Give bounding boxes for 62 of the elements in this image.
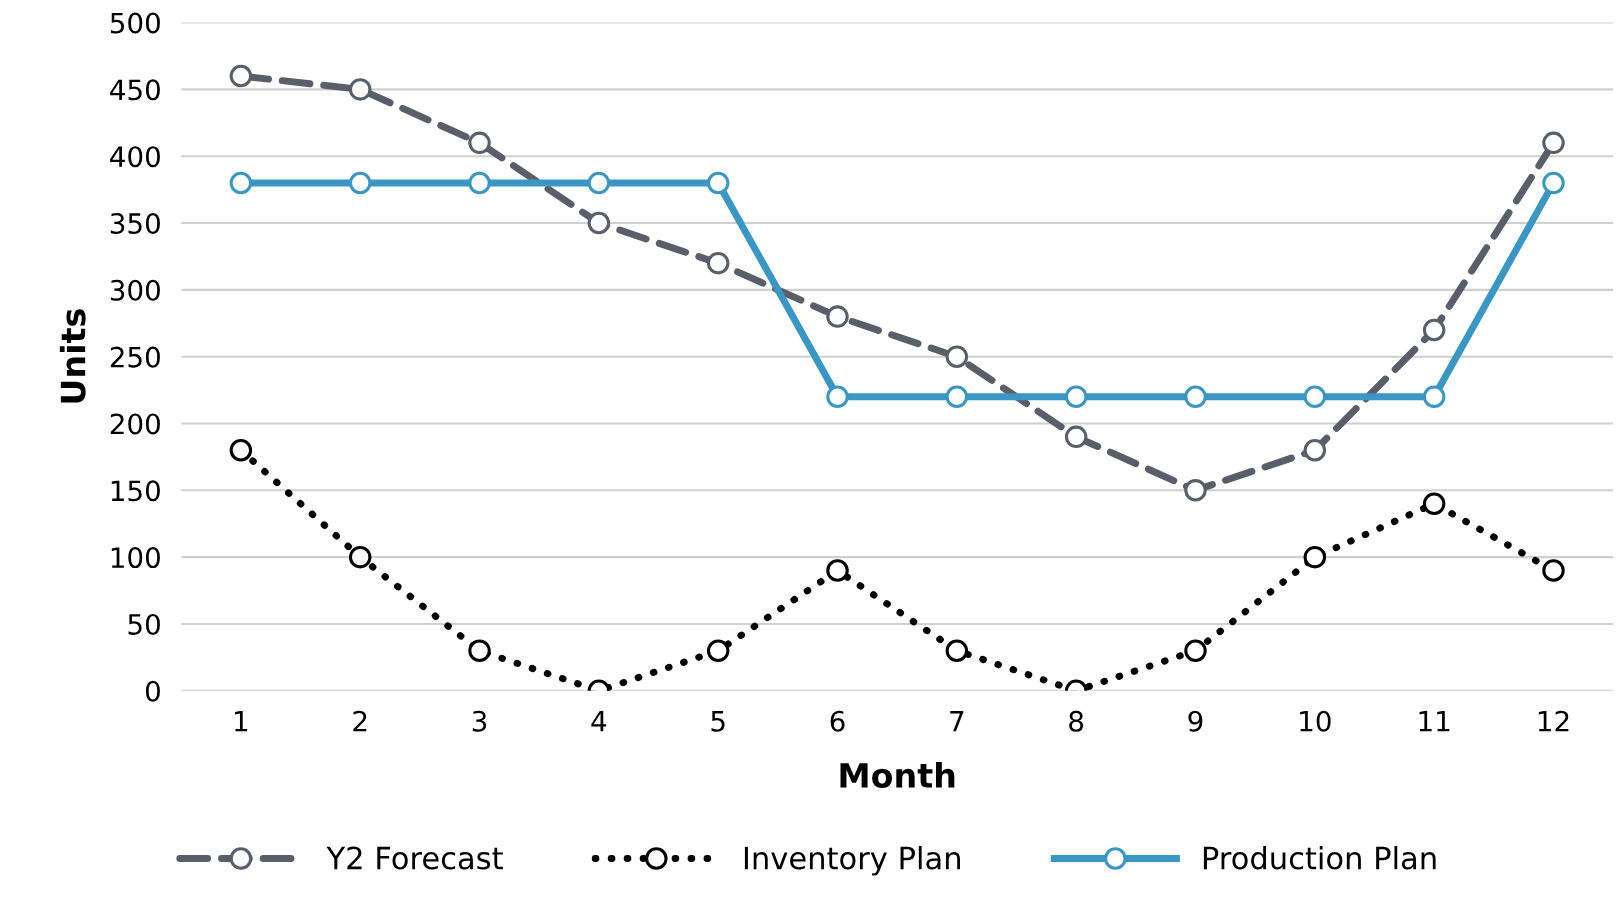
point: [1184, 479, 1207, 502]
point: [468, 131, 491, 155]
x-tick-label: 1: [235, 711, 248, 732]
y-tick-label: 50: [128, 613, 160, 635]
point: [706, 639, 730, 662]
point: [587, 211, 611, 235]
point: [1542, 559, 1565, 582]
x-tick-label: 5: [711, 711, 725, 732]
x-tick-label: 8: [1069, 710, 1084, 732]
x-tick-label: 12: [1538, 710, 1569, 732]
point: [1184, 639, 1207, 662]
x-tick-label: 10: [1300, 710, 1331, 732]
y-axis-title: Units: [59, 309, 86, 403]
point: [1064, 425, 1088, 449]
y-tick-label: 100: [111, 547, 160, 569]
x-tick-label: 9: [1188, 710, 1203, 732]
point: [1542, 131, 1565, 155]
point: [706, 171, 730, 195]
y-tick-label: 200: [110, 413, 160, 435]
y-tick-label: 350: [110, 212, 160, 234]
x-tick-label: 6: [830, 710, 845, 732]
point: [348, 171, 372, 195]
point: [1303, 438, 1327, 462]
x-tick-label: 4: [591, 711, 607, 732]
point: [1303, 385, 1327, 409]
x-tick-label: 3: [472, 710, 487, 732]
y-tick-label: 150: [111, 480, 160, 502]
x-tick-label: 7: [950, 711, 964, 732]
y-tick-label: 0: [145, 680, 160, 702]
point: [826, 305, 849, 328]
legend-label: Y2 Forecast: [326, 846, 503, 870]
point: [826, 385, 849, 409]
point: [1422, 385, 1446, 409]
point: [826, 559, 849, 582]
point: [1184, 385, 1207, 409]
y-tick-label: 400: [110, 146, 160, 168]
point: [706, 251, 730, 275]
point: [1542, 171, 1565, 195]
point: [945, 385, 969, 409]
point: [468, 639, 491, 662]
point: [468, 171, 491, 195]
point: [945, 639, 969, 662]
legend-label: Production Plan: [1203, 845, 1436, 870]
point: [1422, 318, 1446, 342]
point: [348, 545, 372, 569]
point: [1064, 385, 1088, 409]
point: [1303, 545, 1327, 569]
x-tick-label: 2: [353, 710, 367, 732]
x-tick-label: 11: [1419, 711, 1450, 732]
point: [587, 171, 611, 195]
y-tick-label: 250: [110, 346, 160, 368]
point: [229, 64, 253, 88]
legend-label: Inventory Plan: [744, 845, 960, 876]
y-tick-label: 300: [110, 279, 160, 301]
point: [229, 438, 253, 462]
y-tick-label: 450: [110, 79, 160, 101]
point: [229, 171, 253, 195]
point: [945, 345, 969, 368]
point: [348, 78, 372, 101]
point: [1422, 492, 1446, 515]
x-axis-title: Month: [840, 762, 955, 788]
y-tick-label: 500: [110, 12, 160, 34]
